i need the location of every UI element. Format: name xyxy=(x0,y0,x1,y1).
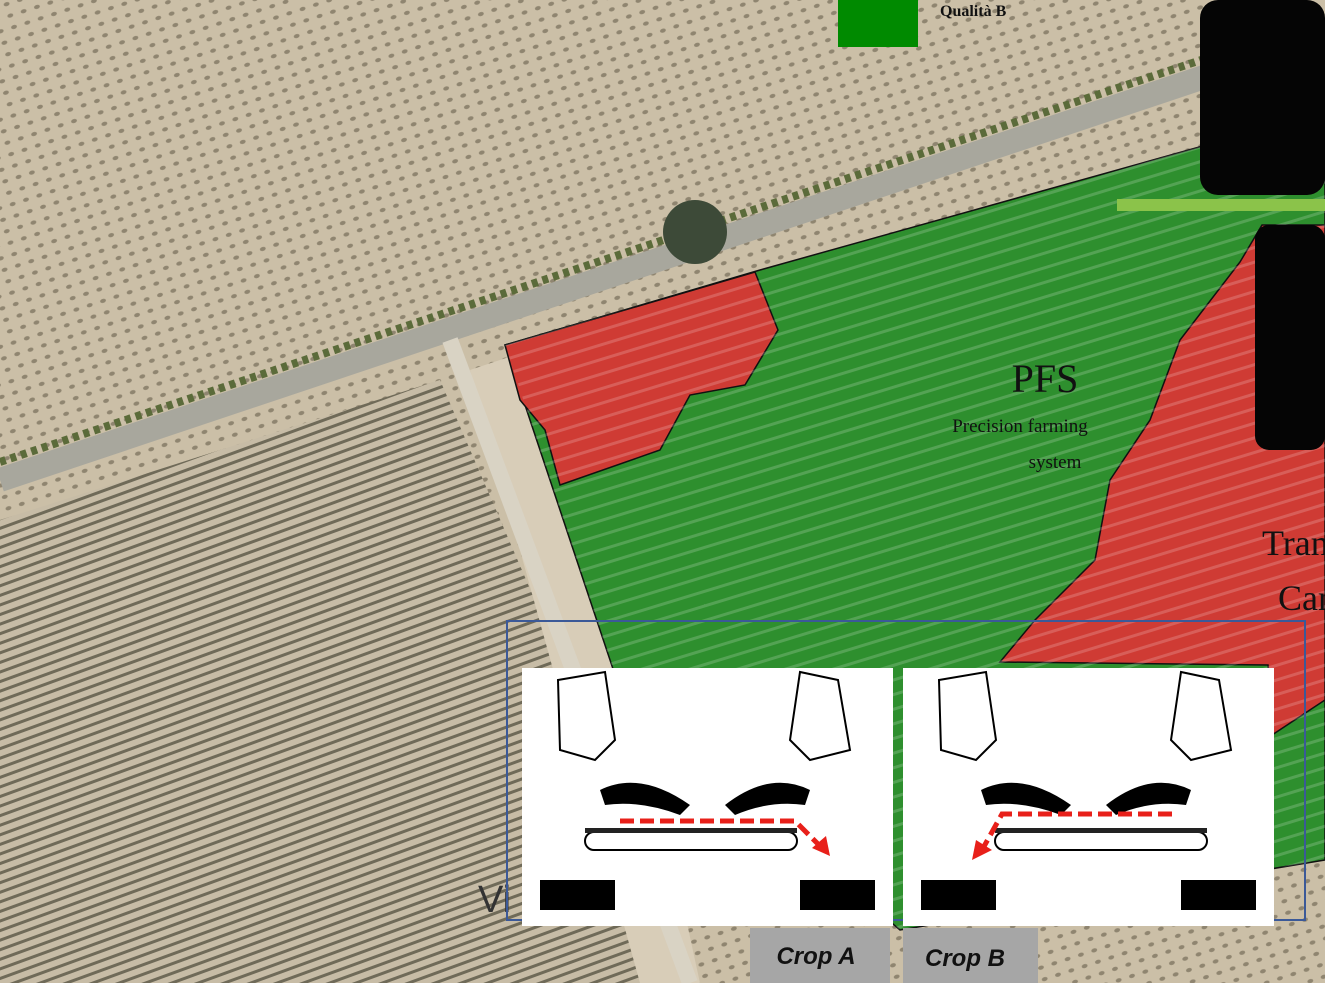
panel-label: Crop A xyxy=(776,943,855,970)
panel-b xyxy=(903,668,1274,926)
field-subtitle: Precision farming xyxy=(952,416,1088,437)
overlay-text: Vi xyxy=(478,879,511,921)
legend-swatch xyxy=(838,0,918,47)
road xyxy=(0,53,1244,492)
legend-label: Qualità B xyxy=(940,3,1007,20)
tree xyxy=(663,200,727,264)
tree-row xyxy=(0,43,1242,466)
panel-label-box xyxy=(750,928,890,983)
field-title: PFS xyxy=(1012,356,1079,401)
side-label: Carr xyxy=(1278,578,1325,618)
dark-blob-top xyxy=(1200,0,1325,195)
field-subtitle: system xyxy=(1029,452,1082,473)
dark-blob xyxy=(1255,225,1325,450)
panel-a xyxy=(522,668,893,926)
panel-label: Crop B xyxy=(925,945,1005,972)
side-label: Trans xyxy=(1262,523,1325,563)
panel-label-box xyxy=(903,928,1038,983)
